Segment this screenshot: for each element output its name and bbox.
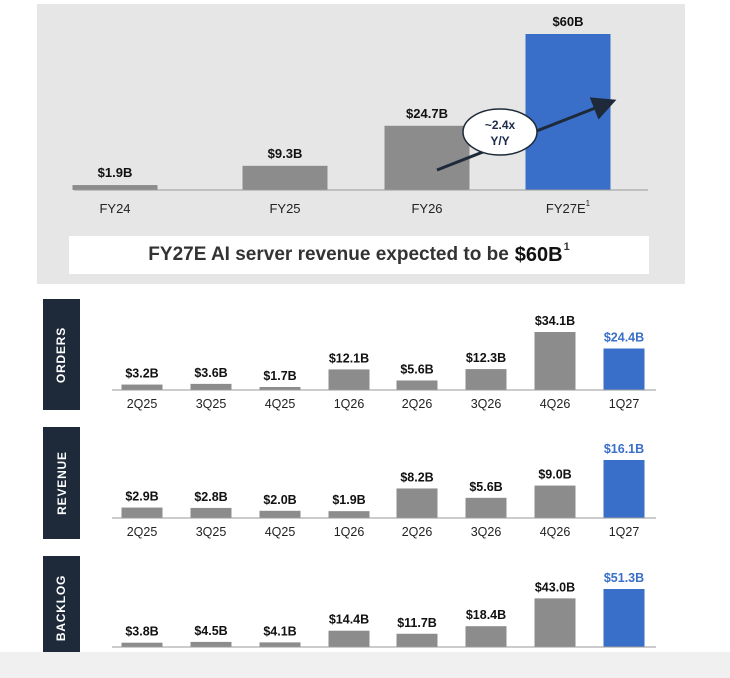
- revenue-side-tab: REVENUE: [43, 427, 80, 539]
- revenue-value-label: $2.8B: [194, 490, 227, 504]
- orders-value-label: $3.6B: [194, 366, 227, 380]
- backlog-value-label: $18.4B: [466, 608, 506, 622]
- headline-value: $60B: [514, 243, 563, 266]
- revenue-tick-label: 1Q26: [334, 525, 365, 539]
- backlog-value-label: $14.4B: [329, 613, 369, 627]
- revenue-chart: $2.9B 2Q25 $2.8B 3Q25 $2.0B 4Q25 $1.9B 1Q26 $8.2…: [112, 442, 656, 539]
- orders-tick-label: 1Q27: [609, 397, 640, 411]
- revenue-value-label: $9.0B: [538, 468, 571, 482]
- annual-bar-fy24: [72, 185, 158, 190]
- orders-value-label: $34.1B: [535, 314, 575, 328]
- backlog-bar-3q26: [465, 626, 507, 647]
- headline-text: FY27E AI server revenue expected to be: [148, 244, 509, 265]
- revenue-tick-label: 3Q26: [471, 525, 502, 539]
- orders-bar-4q26: [534, 332, 576, 390]
- growth-callout-line2: Y/Y: [490, 134, 509, 148]
- revenue-bar-3q25: [190, 507, 232, 518]
- orders-bar-1q27: [603, 348, 645, 390]
- backlog-bar-3q25: [190, 641, 232, 647]
- orders-bar-4q25: [259, 387, 301, 390]
- tick-footnote: 1: [586, 199, 591, 208]
- annual-value-label: $60B: [552, 14, 583, 29]
- orders-bar-2q26: [396, 380, 438, 390]
- annual-tick-label: FY25: [269, 201, 300, 216]
- backlog-value-label: $3.8B: [125, 625, 158, 639]
- orders-bar-3q25: [190, 383, 232, 390]
- orders-tick-label: 4Q26: [540, 397, 571, 411]
- backlog-side-tab: BACKLOG: [43, 556, 80, 659]
- backlog-bar-1q27: [603, 589, 645, 647]
- backlog-value-label: $43.0B: [535, 580, 575, 594]
- revenue-value-label: $8.2B: [400, 470, 433, 484]
- annual-bar-fy25: [242, 165, 328, 190]
- revenue-bar-1q27: [603, 460, 645, 518]
- annual-tick-label: FY27E1: [546, 199, 591, 216]
- revenue-bar-4q26: [534, 485, 576, 518]
- backlog-value-label: $51.3B: [604, 571, 644, 585]
- orders-tick-label: 2Q25: [127, 397, 158, 411]
- orders-value-label: $24.4B: [604, 330, 644, 344]
- orders-bar-1q26: [328, 369, 370, 390]
- annual-tick-label: FY26: [411, 201, 442, 216]
- orders-bar-2q25: [121, 384, 163, 390]
- backlog-bar-4q26: [534, 598, 576, 647]
- revenue-tick-label: 2Q26: [402, 525, 433, 539]
- orders-tick-label: 3Q26: [471, 397, 502, 411]
- growth-callout-bubble: [462, 108, 538, 156]
- revenue-tick-label: 1Q27: [609, 525, 640, 539]
- revenue-tick-label: 4Q25: [265, 525, 296, 539]
- orders-chart: $3.2B 2Q25 $3.6B 3Q25 $1.7B 4Q25 $12.1B 1Q26 $5.…: [112, 314, 656, 411]
- orders-value-label: $1.7B: [263, 369, 296, 383]
- orders-value-label: $12.1B: [329, 351, 369, 365]
- annual-tick-label: FY24: [99, 201, 130, 216]
- orders-value-label: $5.6B: [400, 362, 433, 376]
- annual-bar-fy27e: [525, 34, 611, 190]
- backlog-bar-2q25: [121, 642, 163, 647]
- revenue-value-label: $5.6B: [469, 480, 502, 494]
- orders-side-label: ORDERS: [54, 326, 69, 383]
- revenue-value-label: $16.1B: [604, 442, 644, 456]
- annual-value-label: $24.7B: [406, 106, 448, 121]
- orders-side-tab: ORDERS: [43, 299, 80, 410]
- revenue-tick-label: 2Q25: [127, 525, 158, 539]
- backlog-value-label: $4.5B: [194, 624, 227, 638]
- backlog-value-label: $4.1B: [263, 624, 296, 638]
- orders-tick-label: 1Q26: [334, 397, 365, 411]
- bottom-strip: [0, 652, 730, 678]
- backlog-side-label: BACKLOG: [54, 574, 69, 641]
- growth-callout-line1: ~2.4x: [485, 118, 516, 132]
- orders-value-label: $3.2B: [125, 367, 158, 381]
- revenue-value-label: $1.9B: [332, 493, 365, 507]
- annual-revenue-panel: $1.9B FY24 $9.3B FY25 $24.7B FY26 $60B FY27E1 ~2…: [37, 4, 685, 284]
- orders-tick-label: 3Q25: [196, 397, 227, 411]
- orders-bar-3q26: [465, 369, 507, 390]
- headline-footnote: 1: [563, 241, 570, 253]
- annual-bar-fy26: [384, 125, 470, 190]
- backlog-bar-1q26: [328, 630, 370, 647]
- backlog-bar-2q26: [396, 633, 438, 647]
- revenue-bar-2q26: [396, 488, 438, 518]
- revenue-bar-4q25: [259, 510, 301, 518]
- revenue-tick-label: 3Q25: [196, 525, 227, 539]
- revenue-value-label: $2.9B: [125, 490, 158, 504]
- revenue-value-label: $2.0B: [263, 493, 296, 507]
- annual-value-label: $9.3B: [268, 146, 303, 161]
- backlog-value-label: $11.7B: [397, 616, 437, 630]
- orders-value-label: $12.3B: [466, 351, 506, 365]
- annual-revenue-chart: $1.9B FY24 $9.3B FY25 $24.7B FY26 $60B FY27E1 ~2…: [72, 14, 648, 216]
- annual-value-label: $1.9B: [98, 165, 133, 180]
- revenue-bar-3q26: [465, 497, 507, 518]
- orders-tick-label: 4Q25: [265, 397, 296, 411]
- headline-banner: FY27E AI server revenue expected to be $…: [69, 236, 649, 274]
- revenue-tick-label: 4Q26: [540, 525, 571, 539]
- revenue-bar-2q25: [121, 507, 163, 518]
- orders-tick-label: 2Q26: [402, 397, 433, 411]
- revenue-bar-1q26: [328, 511, 370, 518]
- revenue-side-label: REVENUE: [54, 451, 69, 515]
- backlog-bar-4q25: [259, 642, 301, 647]
